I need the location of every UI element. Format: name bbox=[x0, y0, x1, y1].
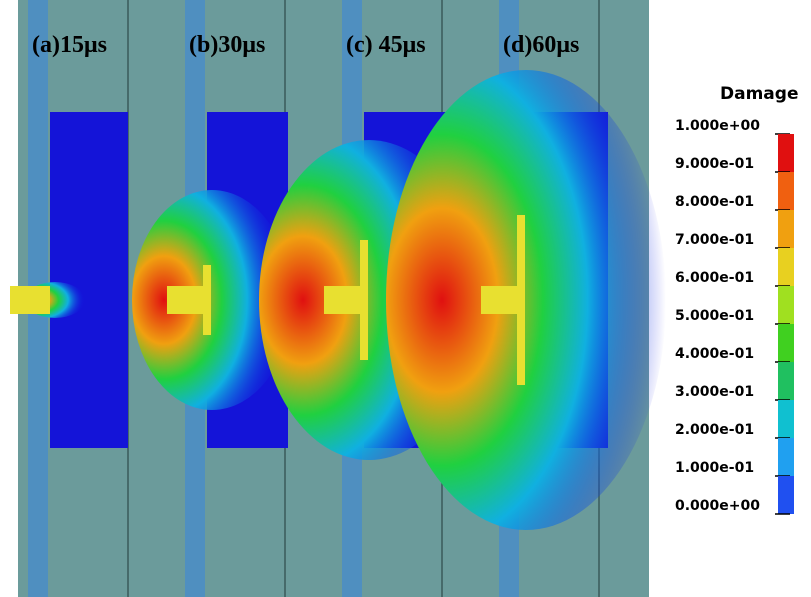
projectile bbox=[10, 286, 50, 314]
legend-label: 4.000e-01 bbox=[675, 346, 754, 362]
projectile bbox=[324, 286, 364, 314]
legend-title: Damage bbox=[720, 84, 798, 104]
panel-label: (c) 45μs bbox=[346, 32, 426, 58]
legend-label: 2.000e-01 bbox=[675, 422, 754, 438]
legend-label: 8.000e-01 bbox=[675, 194, 754, 210]
damage-field bbox=[50, 112, 128, 448]
legend-label: 6.000e-01 bbox=[675, 270, 754, 286]
deformed-plug bbox=[517, 215, 525, 385]
legend-label: 5.000e-01 bbox=[675, 308, 754, 324]
projectile bbox=[167, 286, 207, 314]
legend-label: 0.000e+00 bbox=[675, 498, 760, 514]
legend-swatch bbox=[778, 400, 794, 438]
figure: (a)15μs (b)30μs (c) 45μs (d)60μs Damage 1.00… bbox=[0, 0, 811, 597]
legend-label: 1.000e-01 bbox=[675, 460, 754, 476]
damage-zone bbox=[386, 70, 666, 530]
panel-label: (b)30μs bbox=[189, 32, 265, 58]
projectile bbox=[481, 286, 521, 314]
simulation-figure: (a)15μs (b)30μs (c) 45μs (d)60μs Damage 1.00… bbox=[0, 0, 811, 597]
deformed-plug bbox=[360, 240, 368, 360]
panel-label: (a)15μs bbox=[32, 32, 107, 58]
panel-label: (d)60μs bbox=[503, 32, 579, 58]
legend-label: 7.000e-01 bbox=[675, 232, 754, 248]
legend-swatch bbox=[778, 438, 794, 476]
legend-label: 1.000e+00 bbox=[675, 118, 760, 134]
legend-swatch bbox=[778, 172, 794, 210]
legend-label: 3.000e-01 bbox=[675, 384, 754, 400]
legend-swatch bbox=[778, 248, 794, 286]
deformed-plug bbox=[203, 265, 211, 335]
legend-swatch bbox=[778, 210, 794, 248]
legend-swatch bbox=[778, 362, 794, 400]
legend-swatch bbox=[778, 476, 794, 514]
legend-label: 9.000e-01 bbox=[675, 156, 754, 172]
legend-swatch bbox=[778, 286, 794, 324]
legend-swatch bbox=[778, 324, 794, 362]
legend-swatch bbox=[778, 134, 794, 172]
